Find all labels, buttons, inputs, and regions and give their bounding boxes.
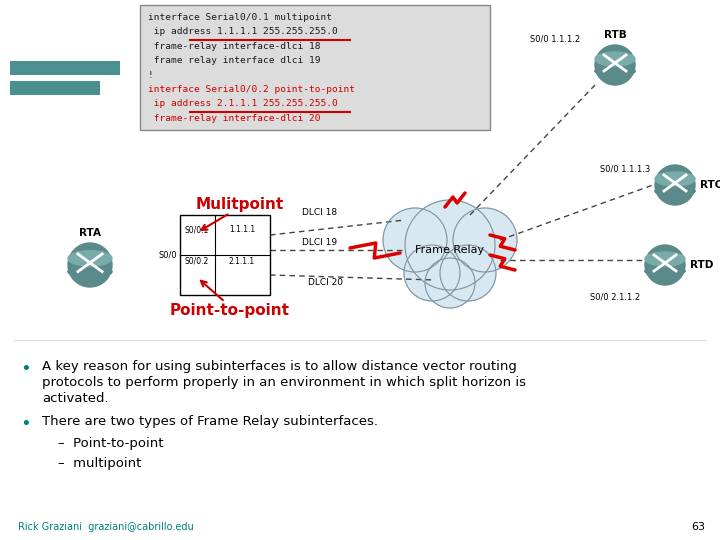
FancyBboxPatch shape <box>180 215 270 295</box>
Text: ip address 2.1.1.1 255.255.255.0: ip address 2.1.1.1 255.255.255.0 <box>148 99 338 108</box>
Circle shape <box>595 45 635 85</box>
FancyBboxPatch shape <box>10 61 120 75</box>
Text: RTB: RTB <box>603 30 626 40</box>
Text: frame-relay interface-dlci 18: frame-relay interface-dlci 18 <box>148 42 320 51</box>
Ellipse shape <box>595 66 635 76</box>
Ellipse shape <box>645 266 685 276</box>
Text: activated.: activated. <box>42 392 109 405</box>
Text: Point-to-point: Point-to-point <box>170 302 290 318</box>
Text: !: ! <box>148 71 154 79</box>
Text: –  multipoint: – multipoint <box>58 457 141 470</box>
Text: S0/0 1.1.1.3: S0/0 1.1.1.3 <box>600 164 650 173</box>
Ellipse shape <box>68 266 112 277</box>
Text: 63: 63 <box>691 522 705 532</box>
Text: RTA: RTA <box>79 228 101 238</box>
Text: •: • <box>20 415 31 433</box>
Circle shape <box>645 245 685 285</box>
Ellipse shape <box>645 252 685 266</box>
Circle shape <box>655 165 695 205</box>
Ellipse shape <box>68 251 112 266</box>
Text: A key reason for using subinterfaces is to allow distance vector routing: A key reason for using subinterfaces is … <box>42 360 517 373</box>
Text: DLCI 20: DLCI 20 <box>307 278 343 287</box>
Text: Frame Relay: Frame Relay <box>415 245 485 255</box>
Text: RTC: RTC <box>700 180 720 190</box>
Text: S0/0 2.1.1.2: S0/0 2.1.1.2 <box>590 293 640 302</box>
Text: S0/0.1: S0/0.1 <box>185 225 209 234</box>
FancyBboxPatch shape <box>10 81 100 95</box>
Text: –  Point-to-point: – Point-to-point <box>58 437 163 450</box>
Ellipse shape <box>595 52 635 66</box>
Circle shape <box>440 245 496 301</box>
Text: •: • <box>20 360 31 378</box>
Text: interface Serial0/0.1 multipoint: interface Serial0/0.1 multipoint <box>148 13 332 22</box>
Text: S0/0.2: S0/0.2 <box>185 257 209 266</box>
Text: frame-relay interface-dlci 20: frame-relay interface-dlci 20 <box>148 113 320 123</box>
Text: ip address 1.1.1.1 255.255.255.0: ip address 1.1.1.1 255.255.255.0 <box>148 28 338 36</box>
Text: protocols to perform properly in an environment in which split horizon is: protocols to perform properly in an envi… <box>42 376 526 389</box>
Text: S0/0 1.1.1.2: S0/0 1.1.1.2 <box>530 35 580 44</box>
Text: DLCI 18: DLCI 18 <box>302 208 338 217</box>
Text: Rick Graziani  graziani@cabrillo.edu: Rick Graziani graziani@cabrillo.edu <box>18 522 194 532</box>
Circle shape <box>383 208 447 272</box>
Text: interface Serial0/0.2 point-to-point: interface Serial0/0.2 point-to-point <box>148 85 355 94</box>
Text: Mulitpoint: Mulitpoint <box>196 198 284 213</box>
Text: There are two types of Frame Relay subinterfaces.: There are two types of Frame Relay subin… <box>42 415 378 428</box>
FancyBboxPatch shape <box>140 5 490 130</box>
Circle shape <box>425 258 475 308</box>
Circle shape <box>68 243 112 287</box>
Text: frame relay interface dlci 19: frame relay interface dlci 19 <box>148 56 320 65</box>
Circle shape <box>453 208 517 272</box>
Ellipse shape <box>655 172 695 186</box>
Circle shape <box>405 200 495 290</box>
Text: 1.1.1.1: 1.1.1.1 <box>229 225 255 234</box>
Text: S0/0: S0/0 <box>158 251 177 260</box>
Text: RTD: RTD <box>690 260 714 270</box>
Circle shape <box>404 245 460 301</box>
Text: DLCI 19: DLCI 19 <box>302 238 338 247</box>
Text: 2.1.1.1: 2.1.1.1 <box>229 257 255 266</box>
Ellipse shape <box>655 186 695 196</box>
